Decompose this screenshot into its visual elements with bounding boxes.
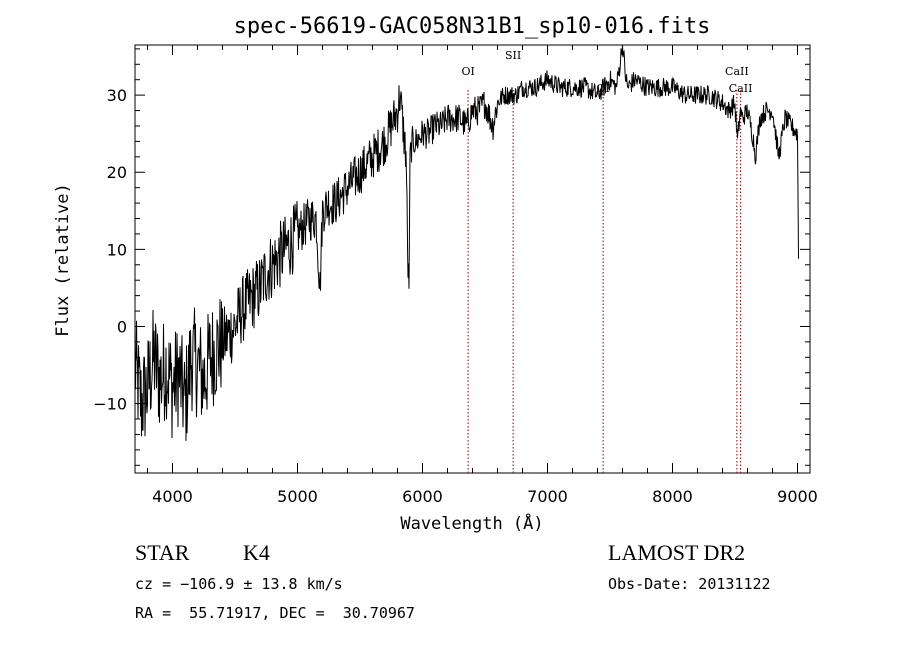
x-tick-label: 9000 <box>777 487 818 506</box>
y-tick-label: 0 <box>117 317 127 336</box>
x-axis-label: Wavelength (Å) <box>400 512 543 534</box>
x-tick-label: 5000 <box>277 487 318 506</box>
y-tick-label: 20 <box>107 163 127 182</box>
line-marker-label: CaII <box>725 65 749 78</box>
coordinates: RA = 55.71917, DEC = 30.70967 <box>135 604 415 622</box>
y-tick-label: 10 <box>107 240 127 259</box>
y-tick-label: 30 <box>107 86 127 105</box>
y-tick-label: −10 <box>93 395 127 414</box>
line-marker-label: OI <box>461 65 474 78</box>
spectrum-layer <box>134 44 799 441</box>
x-tick-label: 7000 <box>527 487 568 506</box>
spectrum-line <box>134 44 799 441</box>
object-class: STAR <box>135 540 190 565</box>
cz-velocity: cz = −106.9 ± 13.8 km/s <box>135 575 343 593</box>
survey-name: LAMOST DR2 <box>608 540 746 565</box>
line-marker-label: SII <box>505 49 521 62</box>
x-tick-label: 8000 <box>652 487 693 506</box>
axis-layer: 4000 5000 6000 7000 8000 9000 −10 0 10 20 30 <box>93 45 818 506</box>
x-tick-label: 6000 <box>402 487 443 506</box>
line-marker-label: CaII <box>729 82 753 95</box>
chart-title: spec-56619-GAC058N31B1_sp10-016.fits <box>234 14 711 39</box>
x-tick-label: 4000 <box>152 487 193 506</box>
y-axis-label: Flux (relative) <box>53 183 73 337</box>
object-subclass: K4 <box>243 540 270 565</box>
observation-date: Obs-Date: 20131122 <box>608 575 771 593</box>
